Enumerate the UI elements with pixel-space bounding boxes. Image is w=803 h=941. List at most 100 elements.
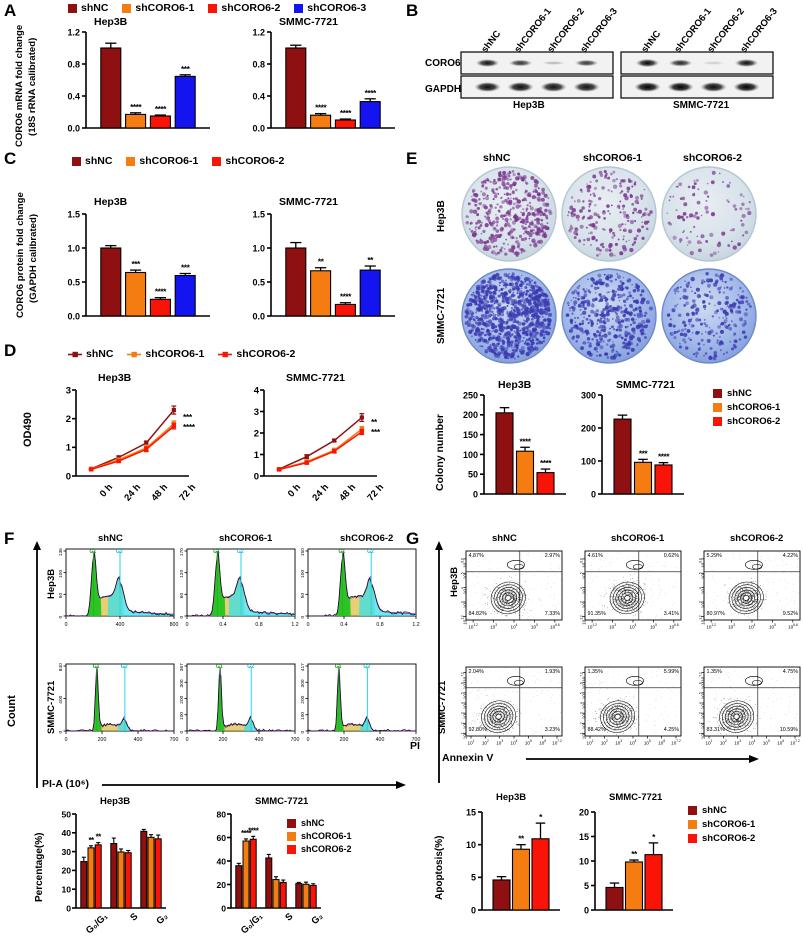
panel-d-xtick-0-0: 0 h — [97, 482, 116, 500]
panel-c-legend: shNC shCORO6-1 shCORO6-2 — [72, 155, 293, 167]
legend-item-shCORO6-1: shCORO6-1 — [713, 402, 780, 413]
svg-text:****: **** — [658, 452, 670, 462]
panel-a-chart-1: 0.0 0.4 0.8 1.2 **** **** **** — [252, 27, 395, 133]
panel-g-q-lr-5: 10.59% — [779, 727, 798, 733]
panel-g-xtick-2-4: 106.8 — [788, 623, 798, 630]
panel-f-gate-g1-1: G1 — [213, 549, 220, 555]
panel-e-title-1: SMMC-7721 — [616, 379, 675, 391]
panel-g-ytick-1-3: 105 — [579, 572, 587, 580]
colony-well — [661, 268, 757, 364]
panel-g-ytick-2-1: 103 — [698, 601, 706, 609]
panel-g-q-lr-1: 3.41% — [663, 611, 679, 617]
svg-text:50: 50 — [61, 809, 71, 819]
svg-text:0.8: 0.8 — [255, 622, 262, 628]
svg-text:40: 40 — [216, 856, 226, 866]
svg-text:0: 0 — [300, 616, 306, 619]
svg-text:0.4: 0.4 — [252, 91, 265, 101]
legend-label: shCORO6-1 — [727, 402, 781, 413]
panel-g-scatter-4 — [582, 666, 682, 739]
legend-item-shNC: shNC — [72, 155, 112, 167]
panel-d-xtick-1-1: 24 h — [309, 482, 331, 504]
panel-g-xtick-1-0: 101.2 — [587, 623, 597, 630]
svg-text:****: **** — [248, 826, 260, 835]
panel-g-xtick-2-0: 101.2 — [706, 623, 716, 630]
svg-text:****: **** — [130, 102, 142, 112]
legend-item-shCORO6-3: shCORO6-3 — [294, 2, 366, 14]
panel-g-xtick-2-1: 103 — [728, 623, 736, 630]
svg-text:0.8: 0.8 — [252, 59, 265, 69]
panel-g-q-ul-5: 1.35% — [706, 668, 722, 675]
panel-g-q-ul-0: 4.87% — [468, 552, 484, 559]
panel-g-q-ur-3: 1.93% — [544, 668, 560, 675]
panel-f-gate-g1-4: G1 — [215, 664, 223, 670]
svg-text:100: 100 — [179, 712, 185, 720]
panel-g-xtick-3-0: 101 — [467, 739, 475, 746]
legend-label: shCORO6-2 — [225, 155, 285, 167]
svg-text:100: 100 — [581, 456, 596, 466]
legend-swatch — [68, 3, 77, 13]
panel-f-legend: shNC shCORO6-1 shCORO6-2 — [287, 818, 352, 857]
svg-text:200: 200 — [300, 695, 306, 703]
legend-label: shCORO6-2 — [702, 833, 756, 844]
panel-e-legend: shNC shCORO6-1 shCORO6-2 — [713, 388, 780, 430]
svg-text:10: 10 — [61, 885, 71, 895]
svg-text:0: 0 — [58, 616, 64, 619]
svg-text:0: 0 — [307, 622, 310, 628]
panel-g-q-lr-2: 9.52% — [782, 611, 798, 617]
svg-text:**: ** — [88, 836, 95, 845]
svg-text:0.0: 0.0 — [67, 311, 80, 321]
svg-text:0: 0 — [179, 616, 185, 619]
panel-g-ytick-4-6: 107.2 — [579, 671, 587, 682]
panel-g-xtick-5-0: 101 — [705, 739, 713, 746]
svg-text:30: 30 — [61, 847, 71, 857]
panel-a-letter: A — [4, 1, 17, 20]
panel-e-ylabel: Colony number — [434, 413, 446, 491]
svg-text:0.4: 0.4 — [67, 91, 80, 101]
legend-label: shNC — [727, 388, 752, 399]
panel-f-histogram-1: 0 0.4 0.8 1.2 0 60 120 170 — [179, 548, 299, 628]
panel-c-chart-1: 0.00.51.01.5******** — [252, 209, 395, 321]
legend-label: shNC — [301, 818, 325, 828]
svg-text:200: 200 — [219, 737, 228, 743]
panel-g-xtick-2-2: 104 — [748, 623, 756, 630]
legend-item-shNC: shNC — [688, 805, 755, 816]
svg-text:840: 840 — [58, 663, 64, 671]
svg-text:0.0: 0.0 — [252, 311, 265, 321]
panel-g-bartitle-0: Hep3B — [496, 792, 527, 803]
panel-c-chart-0: 0.00.51.01.5********** — [67, 209, 210, 321]
legend-label: shCORO6-3 — [307, 2, 367, 14]
svg-text:80: 80 — [216, 809, 226, 819]
svg-text:50: 50 — [58, 593, 64, 599]
panel-g-xtick-5-1: 102 — [719, 739, 727, 746]
panel-g-ytick-1-1: 103 — [579, 601, 587, 609]
svg-text:***: *** — [181, 263, 191, 273]
panel-g-xtick-3-6: 107.2 — [552, 739, 562, 746]
panel-f-letter: F — [4, 529, 15, 548]
svg-text:0.0: 0.0 — [67, 123, 80, 133]
panel-f-col-2: shCORO6-2 — [340, 533, 394, 544]
panel-d-letter: D — [4, 341, 17, 360]
svg-text:250: 250 — [463, 390, 478, 400]
panel-f-histogram-0: 0 400 800 0 50 100 136 — [58, 548, 178, 628]
panel-g-ytick-0-4: 106.8 — [460, 558, 468, 568]
panel-f-col-0: shNC — [98, 533, 123, 544]
panel-a-title-1: SMMC-7721 — [279, 16, 338, 28]
legend-label: shNC — [86, 348, 114, 360]
panel-b-protein-0: CORO6 — [425, 58, 461, 69]
panel-b-blot-1 — [620, 51, 774, 99]
panel-g-annexin-arrow — [526, 755, 759, 763]
svg-text:****: **** — [519, 436, 531, 446]
colony-well — [561, 166, 657, 262]
legend-swatch — [294, 3, 304, 13]
svg-text:2: 2 — [66, 414, 71, 425]
panel-g-ytick-5-6: 107.2 — [698, 671, 706, 682]
legend-item-shNC: shNC — [68, 348, 113, 360]
panel-g-xtick-0-3: 105 — [530, 623, 538, 630]
svg-text:1.2: 1.2 — [412, 622, 419, 628]
panel-g-bartitle-1: SMMC-7721 — [609, 792, 663, 803]
svg-text:0.4: 0.4 — [340, 622, 347, 628]
svg-text:**: ** — [318, 257, 325, 267]
svg-text:***: *** — [131, 259, 141, 269]
panel-d-chart-1: 0 1 2 3 4 — [254, 385, 377, 482]
